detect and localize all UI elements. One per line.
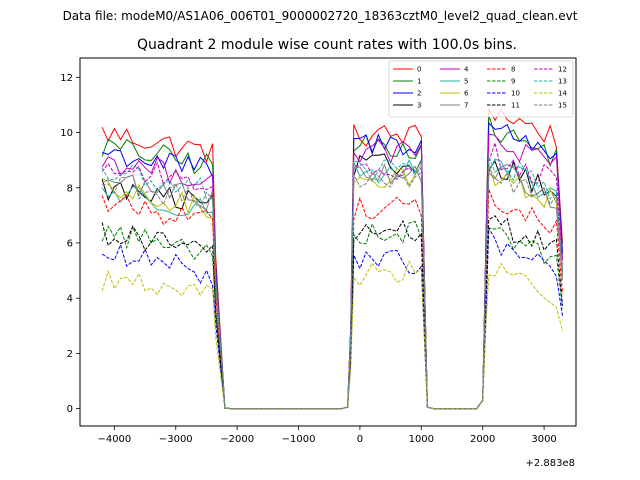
- chart-title: Quadrant 2 module wise count rates with …: [137, 37, 517, 53]
- legend-label-14: 14: [558, 90, 567, 98]
- x-tick-label: −4000: [97, 434, 131, 445]
- legend-label-13: 13: [558, 78, 567, 86]
- x-tick-label: 1000: [409, 434, 434, 445]
- series-line-14: [101, 260, 563, 410]
- legend-label-6: 6: [464, 90, 469, 98]
- series-line-8: [101, 189, 563, 410]
- legend-label-3: 3: [417, 102, 421, 110]
- legend-label-1: 1: [417, 78, 421, 86]
- legend-label-4: 4: [464, 66, 469, 74]
- legend-label-2: 2: [417, 90, 421, 98]
- legend-label-9: 9: [511, 78, 515, 86]
- y-tick-label: 4: [67, 294, 73, 305]
- y-tick-label: 12: [60, 73, 73, 84]
- x-tick-label: −1000: [282, 434, 316, 445]
- x-tick-label: 3000: [531, 434, 556, 445]
- x-offset-label: +2.883e8: [525, 458, 575, 469]
- series-line-15: [102, 165, 563, 410]
- series-line-9: [101, 220, 563, 410]
- y-axis: 0 2 4 6 8 10 12: [60, 73, 80, 415]
- plot-area: [80, 58, 576, 426]
- x-tick-label: −2000: [220, 434, 254, 445]
- series-layer: [101, 107, 563, 410]
- legend-label-15: 15: [558, 102, 567, 110]
- y-tick-label: 2: [67, 349, 73, 360]
- legend-label-7: 7: [464, 102, 468, 110]
- y-tick-label: 8: [67, 183, 73, 194]
- series-line-12: [101, 141, 563, 410]
- legend-label-8: 8: [511, 66, 515, 74]
- x-axis: −4000 −3000 −2000 −1000 0 1000 2000 3000: [97, 426, 557, 445]
- legend-label-5: 5: [464, 78, 468, 86]
- x-tick-label: 2000: [470, 434, 495, 445]
- plot-frame: [79, 57, 577, 427]
- y-tick-label: 6: [67, 238, 73, 249]
- y-tick-label: 0: [67, 404, 73, 415]
- legend-label-11: 11: [511, 102, 520, 110]
- legend-label-0: 0: [417, 66, 421, 74]
- legend-label-10: 10: [511, 90, 520, 98]
- chart-suptitle: Data file: modeM0/AS1A06_006T01_90000027…: [63, 9, 578, 23]
- x-tick-label: −3000: [159, 434, 193, 445]
- legend-label-12: 12: [558, 66, 567, 74]
- x-tick-label: 0: [357, 434, 363, 445]
- legend-frame: [388, 60, 574, 118]
- y-tick-label: 10: [60, 128, 73, 139]
